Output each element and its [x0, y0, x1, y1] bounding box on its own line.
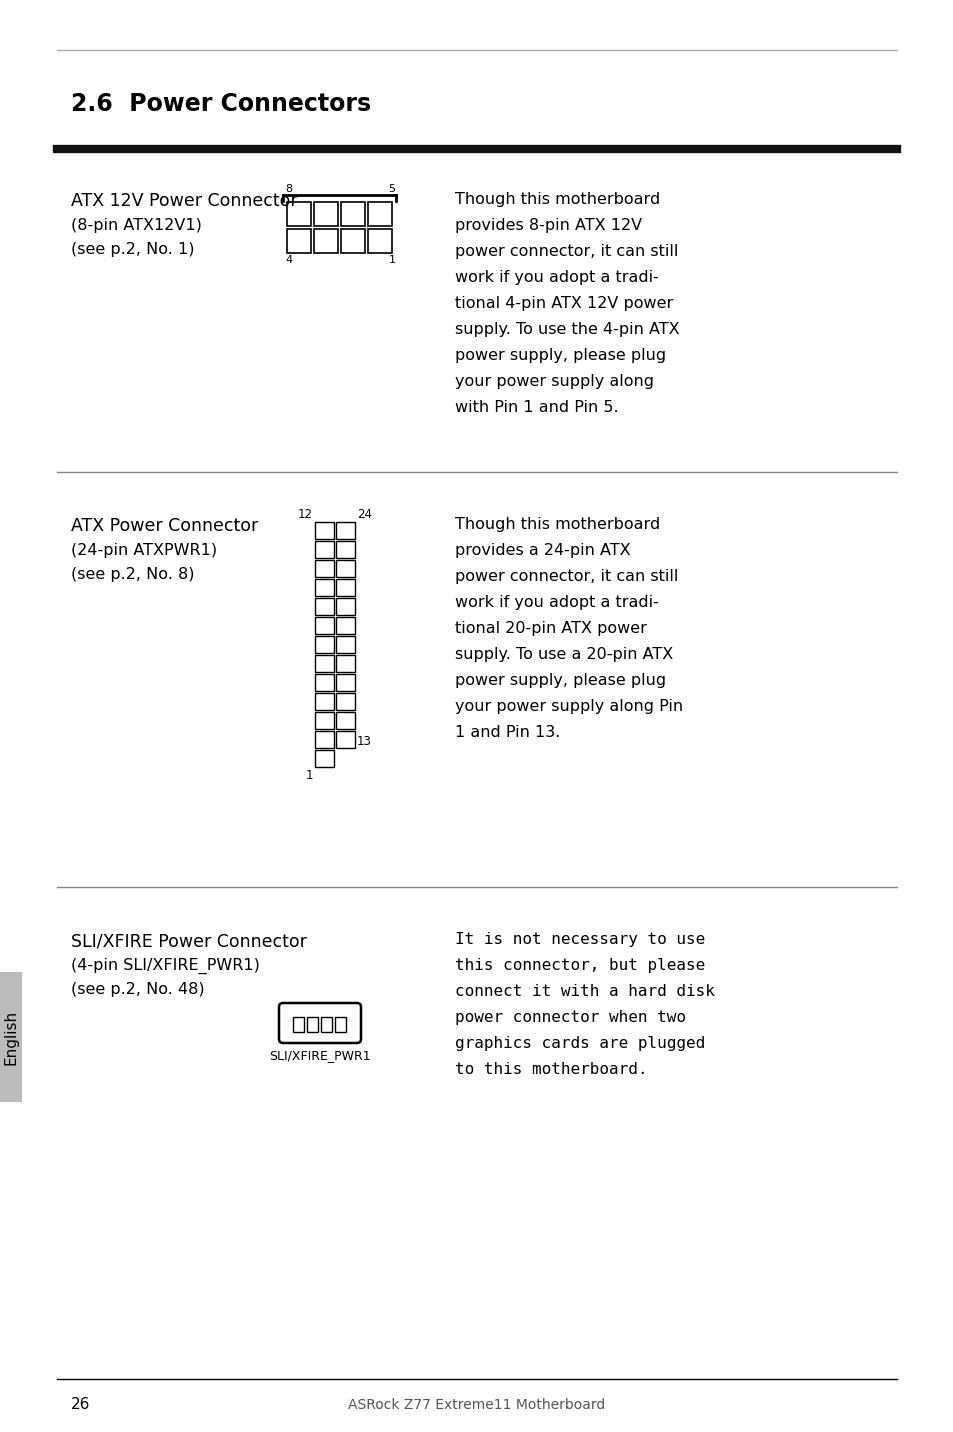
Bar [314, 523, 334, 538]
Bar [335, 579, 355, 596]
Text: 24: 24 [356, 508, 372, 521]
Bar [294, 1017, 304, 1032]
Text: your power supply along: your power supply along [455, 374, 654, 390]
Bar [335, 523, 355, 538]
Text: work if you adopt a tradi-: work if you adopt a tradi- [455, 271, 659, 285]
Text: tional 4-pin ATX 12V power: tional 4-pin ATX 12V power [455, 296, 673, 311]
Text: ATX 12V Power Connector: ATX 12V Power Connector [71, 192, 297, 211]
Bar [314, 636, 334, 653]
Bar [335, 730, 355, 748]
Bar [321, 1017, 333, 1032]
Text: 5: 5 [388, 183, 395, 193]
Bar [314, 560, 334, 577]
Bar [335, 636, 355, 653]
Bar [314, 693, 334, 710]
Bar [314, 541, 334, 558]
Text: SLI/XFIRE Power Connector: SLI/XFIRE Power Connector [71, 932, 307, 949]
Text: graphics cards are plugged: graphics cards are plugged [455, 1035, 704, 1051]
Text: power connector, it can still: power connector, it can still [455, 243, 678, 259]
Bar [314, 654, 334, 672]
Text: It is not necessary to use: It is not necessary to use [455, 932, 704, 947]
Text: (see p.2, No. 48): (see p.2, No. 48) [71, 982, 204, 997]
Text: supply. To use a 20-pin ATX: supply. To use a 20-pin ATX [455, 647, 673, 662]
Bar [314, 674, 334, 692]
Text: connect it with a hard disk: connect it with a hard disk [455, 984, 714, 1000]
Bar [314, 599, 334, 614]
Bar [287, 202, 312, 226]
Text: SLI/XFIRE_PWR1: SLI/XFIRE_PWR1 [269, 1050, 371, 1063]
Text: (8-pin ATX12V1): (8-pin ATX12V1) [71, 218, 202, 233]
Bar [335, 599, 355, 614]
Text: work if you adopt a tradi-: work if you adopt a tradi- [455, 596, 659, 610]
Text: 4: 4 [285, 255, 293, 265]
Text: your power supply along Pin: your power supply along Pin [455, 699, 682, 715]
Text: Though this motherboard: Though this motherboard [455, 517, 659, 533]
Bar [335, 617, 355, 634]
Bar [368, 202, 392, 226]
Text: provides 8-pin ATX 12V: provides 8-pin ATX 12V [455, 218, 641, 233]
Text: with Pin 1 and Pin 5.: with Pin 1 and Pin 5. [455, 400, 618, 415]
Bar [335, 693, 355, 710]
Text: to this motherboard.: to this motherboard. [455, 1063, 647, 1077]
Text: 1 and Pin 13.: 1 and Pin 13. [455, 725, 559, 740]
Text: Though this motherboard: Though this motherboard [455, 192, 659, 208]
Text: (see p.2, No. 1): (see p.2, No. 1) [71, 242, 194, 256]
Text: (24-pin ATXPWR1): (24-pin ATXPWR1) [71, 543, 217, 558]
Text: power supply, please plug: power supply, please plug [455, 673, 665, 687]
FancyBboxPatch shape [278, 1002, 360, 1042]
Text: ATX Power Connector: ATX Power Connector [71, 517, 258, 536]
Bar [307, 1017, 318, 1032]
Bar [287, 229, 312, 253]
Bar [341, 202, 365, 226]
Text: 8: 8 [285, 183, 293, 193]
Text: 2.6  Power Connectors: 2.6 Power Connectors [71, 92, 371, 116]
Bar [335, 541, 355, 558]
Bar [335, 712, 355, 729]
Bar [314, 712, 334, 729]
Text: 13: 13 [356, 735, 372, 748]
Text: ASRock Z77 Extreme11 Motherboard: ASRock Z77 Extreme11 Motherboard [348, 1398, 605, 1412]
Bar [335, 1017, 346, 1032]
Bar [335, 560, 355, 577]
Bar [341, 229, 365, 253]
Bar [314, 579, 334, 596]
Text: (4-pin SLI/XFIRE_PWR1): (4-pin SLI/XFIRE_PWR1) [71, 958, 259, 974]
Bar [314, 617, 334, 634]
Bar [314, 202, 338, 226]
Text: tional 20-pin ATX power: tional 20-pin ATX power [455, 621, 646, 636]
Text: supply. To use the 4-pin ATX: supply. To use the 4-pin ATX [455, 322, 679, 337]
Text: power connector when two: power connector when two [455, 1010, 685, 1025]
Bar [335, 674, 355, 692]
Text: 1: 1 [388, 255, 395, 265]
Text: 12: 12 [297, 508, 313, 521]
Text: 1: 1 [305, 769, 313, 782]
Bar [368, 229, 392, 253]
Bar [314, 229, 338, 253]
Bar [0, 972, 22, 1103]
Text: power supply, please plug: power supply, please plug [455, 348, 665, 362]
Text: (see p.2, No. 8): (see p.2, No. 8) [71, 567, 194, 581]
Text: English: English [4, 1010, 18, 1064]
Bar [314, 750, 334, 768]
Text: this connector, but please: this connector, but please [455, 958, 704, 972]
Text: provides a 24-pin ATX: provides a 24-pin ATX [455, 543, 630, 558]
Bar [314, 730, 334, 748]
Bar [335, 654, 355, 672]
Text: 26: 26 [71, 1398, 91, 1412]
Text: power connector, it can still: power connector, it can still [455, 569, 678, 584]
